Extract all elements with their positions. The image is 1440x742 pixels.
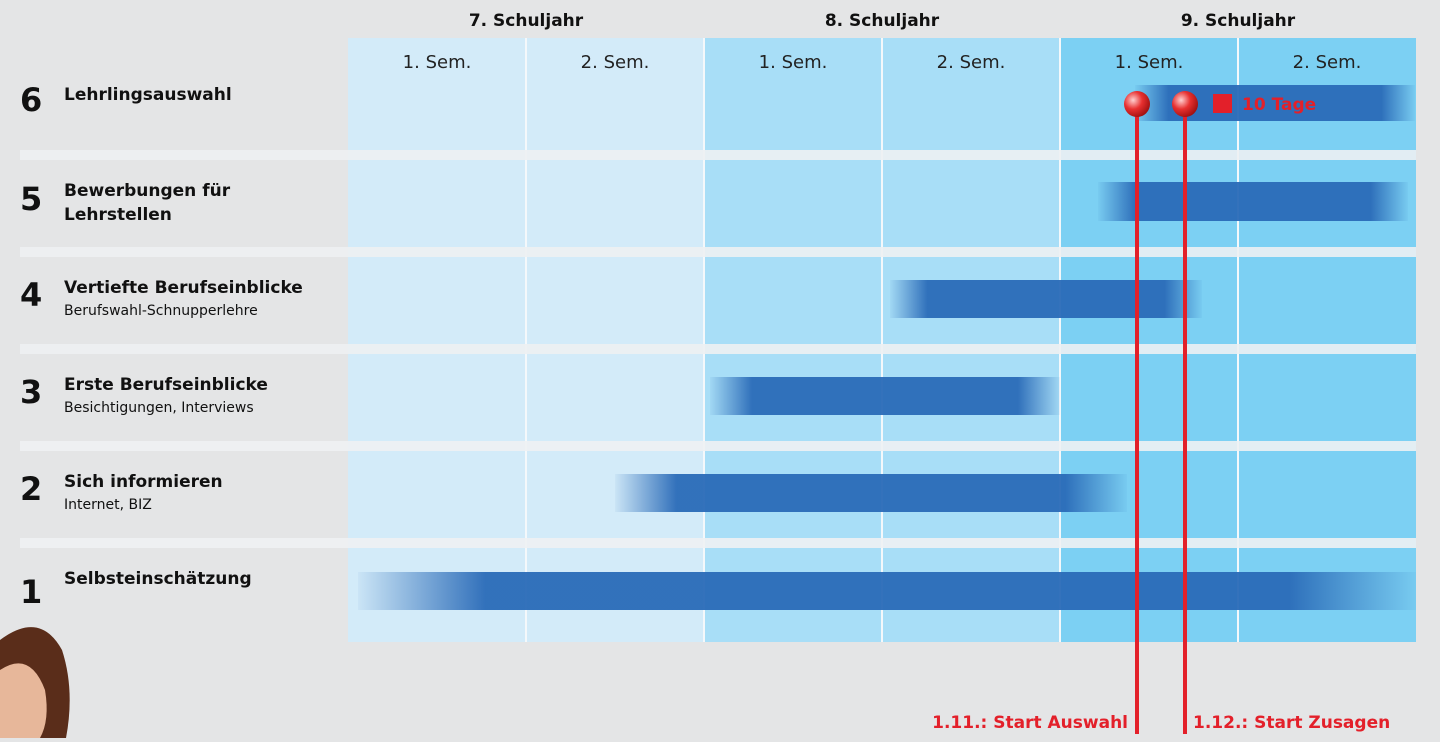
bar bbox=[615, 474, 1127, 512]
row-title: Lehrstellen bbox=[64, 205, 172, 225]
row-title: Selbsteinschätzung bbox=[64, 569, 252, 589]
row-subtitle: Berufswahl-Schnupperlehre bbox=[64, 303, 258, 319]
semester-label: 2. Sem. bbox=[581, 52, 650, 73]
marker-label: 1.12.: Start Zusagen bbox=[1193, 713, 1390, 733]
row-number: 3 bbox=[20, 373, 42, 411]
row-title: Vertiefte Berufseinblicke bbox=[64, 278, 303, 298]
row-number: 1 bbox=[20, 573, 42, 611]
bar bbox=[710, 377, 1060, 415]
grid bbox=[20, 38, 1416, 642]
bar bbox=[890, 280, 1202, 318]
row-number: 5 bbox=[20, 180, 42, 218]
timeline: 7. Schuljahr 8. Schuljahr 9. Schuljahr 1… bbox=[0, 0, 1440, 738]
row-title: Bewerbungen für bbox=[64, 181, 231, 201]
semester-label: 2. Sem. bbox=[1293, 52, 1362, 73]
year-label: 9. Schuljahr bbox=[1181, 11, 1296, 31]
row-number: 6 bbox=[20, 81, 42, 119]
semester-label: 1. Sem. bbox=[1115, 52, 1184, 73]
row-title: Lehrlingsauswahl bbox=[64, 85, 232, 105]
row-title: Erste Berufseinblicke bbox=[64, 375, 268, 395]
duration-label: 10 Tage bbox=[1242, 95, 1316, 115]
bar bbox=[358, 572, 1416, 610]
semester-label: 1. Sem. bbox=[403, 52, 472, 73]
portrait bbox=[0, 627, 70, 738]
year-label: 7. Schuljahr bbox=[469, 11, 584, 31]
marker-label: 1.11.: Start Auswahl bbox=[932, 713, 1128, 733]
semester-label: 1. Sem. bbox=[759, 52, 828, 73]
row-subtitle: Internet, BIZ bbox=[64, 497, 152, 513]
row-title: Sich informieren bbox=[64, 472, 223, 492]
semester-label: 2. Sem. bbox=[937, 52, 1006, 73]
year-label: 8. Schuljahr bbox=[825, 11, 940, 31]
bar bbox=[1098, 182, 1408, 221]
row-number: 4 bbox=[20, 276, 42, 314]
row-number: 2 bbox=[20, 470, 42, 508]
row-subtitle: Besichtigungen, Interviews bbox=[64, 400, 254, 416]
